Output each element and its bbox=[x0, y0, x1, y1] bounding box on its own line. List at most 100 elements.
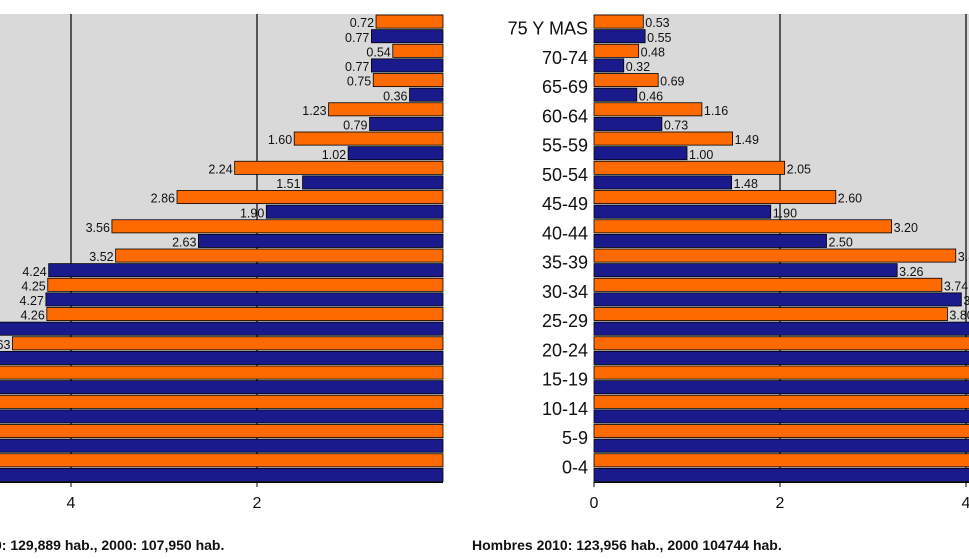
category-label: 10-14 bbox=[542, 399, 588, 419]
bar-navy bbox=[302, 175, 444, 190]
data-label: 1.90 bbox=[240, 206, 264, 220]
category-label: 55-59 bbox=[542, 136, 588, 156]
data-label: 1.49 bbox=[735, 133, 759, 147]
data-label: 3.89 bbox=[958, 250, 969, 264]
category-label: 25-29 bbox=[542, 311, 588, 331]
bar-orange bbox=[115, 248, 444, 263]
data-label: 0.72 bbox=[350, 16, 374, 30]
data-label: 0.48 bbox=[641, 45, 665, 59]
data-label: 4.26 bbox=[20, 309, 44, 323]
data-label: 0.55 bbox=[647, 31, 671, 45]
x-tick-label: 4 bbox=[962, 495, 969, 512]
bar-orange bbox=[593, 43, 640, 58]
bar-orange bbox=[593, 73, 659, 88]
bar-orange bbox=[593, 365, 969, 380]
data-label: 2.24 bbox=[208, 162, 232, 176]
data-label: 3.52 bbox=[89, 250, 113, 264]
data-label: 0.73 bbox=[664, 119, 688, 133]
bar-navy bbox=[593, 350, 969, 365]
x-tick-label: 0 bbox=[590, 495, 599, 512]
bar-navy bbox=[593, 292, 962, 307]
bar-orange bbox=[328, 102, 444, 117]
bar-orange bbox=[593, 424, 969, 439]
data-label: 0.36 bbox=[383, 89, 407, 103]
category-label: 30-34 bbox=[542, 282, 588, 302]
bar-navy bbox=[593, 29, 646, 44]
bar-navy bbox=[593, 409, 969, 424]
data-label: 2.60 bbox=[838, 192, 862, 206]
data-label: 0.53 bbox=[645, 16, 669, 30]
data-label: 4.25 bbox=[21, 279, 45, 293]
left-x-axis-title: 0: 129,889 hab., 2000: 107,950 hab. bbox=[0, 537, 224, 553]
data-label: 2.63 bbox=[172, 236, 196, 250]
data-label: 0.69 bbox=[660, 75, 684, 89]
bar-navy bbox=[593, 263, 898, 278]
bar-orange bbox=[593, 131, 733, 146]
data-label: 2.05 bbox=[787, 162, 811, 176]
data-label: 1.48 bbox=[734, 177, 758, 191]
bar-navy bbox=[593, 321, 969, 336]
category-label: 0-4 bbox=[562, 457, 588, 477]
bar-navy bbox=[370, 58, 444, 73]
bar-navy bbox=[369, 116, 444, 131]
bar-navy bbox=[409, 87, 444, 102]
bar-navy bbox=[48, 263, 444, 278]
bar-orange bbox=[593, 219, 893, 234]
data-label: 2.50 bbox=[829, 236, 853, 250]
data-label: 2.86 bbox=[151, 192, 175, 206]
data-label: 1.23 bbox=[302, 104, 326, 118]
category-label: 35-39 bbox=[542, 253, 588, 273]
bar-navy bbox=[198, 233, 444, 248]
category-label: 20-24 bbox=[542, 340, 588, 360]
bar-navy bbox=[593, 204, 772, 219]
bar-orange bbox=[593, 336, 969, 351]
bar-navy bbox=[0, 321, 444, 336]
category-label: 75 Y MAS bbox=[508, 19, 588, 39]
data-label: 4.27 bbox=[20, 294, 44, 308]
bar-navy bbox=[0, 380, 444, 395]
right-panel: 5.065.835.235.865.025.075.144.794.374.73… bbox=[590, 14, 969, 512]
category-label: 50-54 bbox=[542, 165, 588, 185]
bar-orange bbox=[0, 365, 444, 380]
bar-orange bbox=[593, 307, 948, 322]
bar-navy bbox=[593, 58, 625, 73]
data-label: 3.80 bbox=[949, 309, 969, 323]
bar-orange bbox=[593, 14, 644, 29]
bar-orange bbox=[593, 277, 943, 292]
bar-navy bbox=[265, 204, 444, 219]
bar-orange bbox=[372, 73, 444, 88]
right-x-axis-title: Hombres 2010: 123,956 hab., 2000 104744 … bbox=[472, 537, 782, 553]
bar-orange bbox=[234, 160, 444, 175]
data-label: 3.74 bbox=[944, 279, 968, 293]
bar-orange bbox=[12, 336, 444, 351]
data-label: 0.32 bbox=[626, 60, 650, 74]
category-label: 60-64 bbox=[542, 106, 588, 126]
bar-navy bbox=[0, 409, 444, 424]
left-panel: 4.945.515.145.784.825.005.064.884.635.15… bbox=[0, 14, 444, 512]
bar-navy bbox=[593, 146, 688, 161]
data-label: 0.46 bbox=[639, 89, 663, 103]
bar-orange bbox=[392, 43, 444, 58]
data-label: 1.51 bbox=[276, 177, 300, 191]
bar-navy bbox=[0, 467, 444, 482]
data-label: 3.95 bbox=[963, 294, 969, 308]
bar-navy bbox=[0, 438, 444, 453]
data-label: 1.00 bbox=[689, 148, 713, 162]
x-tick-label: 4 bbox=[67, 495, 76, 512]
bar-navy bbox=[347, 146, 444, 161]
data-label: 4.24 bbox=[22, 265, 46, 279]
bar-orange bbox=[293, 131, 444, 146]
data-label: 0.75 bbox=[347, 75, 371, 89]
bar-orange bbox=[0, 453, 444, 468]
data-label: 0.54 bbox=[366, 45, 390, 59]
bar-navy bbox=[593, 175, 733, 190]
bar-navy bbox=[593, 467, 969, 482]
bar-navy bbox=[593, 380, 969, 395]
bar-orange bbox=[593, 248, 957, 263]
data-label: 1.90 bbox=[773, 206, 797, 220]
category-label: 40-44 bbox=[542, 223, 588, 243]
bar-orange bbox=[46, 307, 444, 322]
category-label: 45-49 bbox=[542, 194, 588, 214]
data-label: 4.63 bbox=[0, 338, 10, 352]
